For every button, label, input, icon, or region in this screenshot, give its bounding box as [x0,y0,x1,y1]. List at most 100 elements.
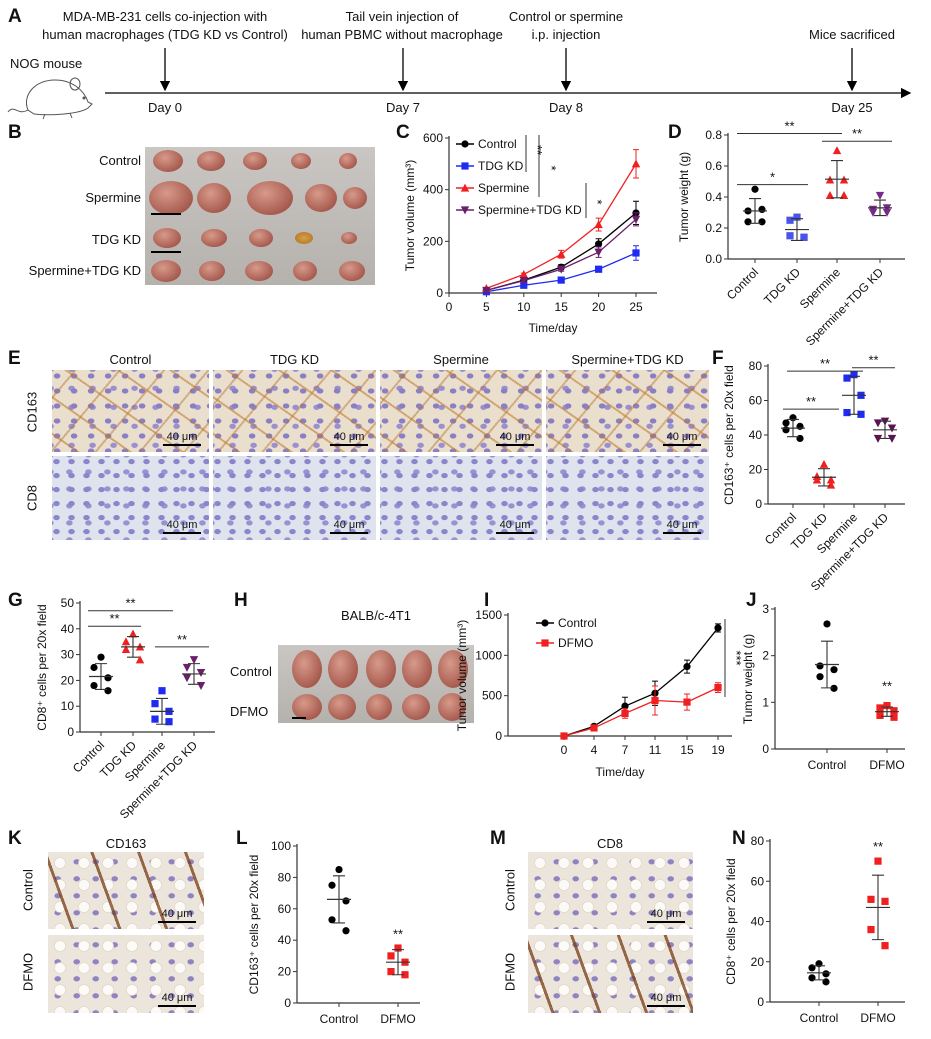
significance-label: ** [868,353,878,368]
legend-marker [461,140,469,148]
x-tick-label: 7 [622,743,629,757]
y-tick-label: 60 [751,874,765,888]
chart-l: 0 20 40 60 80 100 CD163⁺ cells per 20x field Co… [247,839,420,1026]
data-point [151,700,159,708]
data-point [782,426,790,434]
x-tick-label: Control [320,1012,359,1026]
group-control [327,865,351,935]
column-label: Control [109,352,152,367]
scale-bar [151,213,181,215]
day-label: Day 8 [549,100,583,115]
x-axis-label: Time/day [596,765,645,779]
y-tick-label: 0 [495,729,502,743]
chart-i: 0 500 1000 1500 Tumor volume (mm³) 0 4 7 11 15 19 T… [455,608,744,779]
group-spermine [842,371,866,418]
legend-label: Control [558,616,597,630]
tumor [366,650,396,688]
data-point [758,205,766,213]
panel-letter-l: L [236,828,248,849]
data-point [850,371,858,379]
data-point [825,191,835,200]
data-point [165,718,173,726]
data-point [876,711,884,719]
tumor [243,152,267,170]
group-control [807,960,831,986]
y-tick-label: 0 [67,725,74,739]
tumor [366,694,392,720]
significance-label: *** [729,650,744,665]
tumor [305,184,337,212]
data-point [800,233,808,241]
data-point [560,732,568,740]
data-point [557,265,566,274]
data-point [104,674,112,682]
chart-n: 0 20 40 60 80 CD8⁺ cells per 20x field Control… [724,834,905,1025]
y-tick-label: 80 [749,359,763,373]
y-tick-label: 1000 [475,648,502,662]
data-point [873,434,883,443]
scale-bar: 40 μm [330,431,368,446]
data-point [816,662,824,670]
significance-label: ** [393,927,403,942]
y-axis-label: CD163⁺ cells per 20x field [722,365,736,505]
ihc-image: 40 μm [213,456,376,540]
mouse-icon [7,77,93,120]
y-axis-label: CD8⁺ cells per 20x field [35,604,49,730]
group-spermine-tdg-kd [182,656,206,690]
photo-title: BALB/c-4T1 [340,608,412,623]
day-label: Day 0 [148,100,182,115]
ihc-image: 40 μm [380,370,542,452]
data-point [557,276,565,284]
panel-letter-m: M [490,828,506,849]
data-point [744,218,752,226]
x-tick-label: DFMO [380,1012,415,1026]
panel-letter-c: C [396,122,410,143]
x-tick-label: 0 [561,743,568,757]
data-point [189,656,199,665]
data-point [482,286,491,295]
tumor-photo-h [278,645,474,723]
data-point [90,681,98,690]
scale-bar-label: 40 μm [650,992,682,1004]
x-tick-label: 19 [711,743,725,757]
data-point [90,663,98,672]
tumor [328,650,358,688]
legend-label: Spermine+TDG KD [478,203,582,217]
scale-bar: 40 μm [647,908,685,923]
scale-bar: 40 μm [163,431,201,446]
data-point [819,459,829,468]
data-point [830,666,838,674]
data-point [793,213,801,221]
group-control [815,620,839,692]
event-text-line2: human PBMC without macrophage [301,27,503,42]
scale-bar: 40 μm [496,431,534,446]
significance-label: * [770,170,775,185]
scale-bar-label: 40 μm [161,908,193,920]
y-tick-label: 40 [61,622,75,636]
row-label: Control [99,153,141,168]
y-tick-label: 0.2 [705,221,722,235]
data-point [632,249,640,257]
host-label: NOG mouse [10,56,83,71]
tumor [341,232,357,244]
x-tick-label: 15 [680,743,694,757]
legend-marker [460,206,470,215]
significance-label: ** [806,394,816,409]
data-point [328,916,336,924]
data-point [882,208,892,217]
tumor [291,153,311,169]
data-point [758,218,766,226]
significance-label: ** [882,679,892,694]
tumor-photo-b [145,147,375,285]
x-tick-label: 5 [483,300,490,314]
data-point [823,620,831,628]
tumor [328,694,356,720]
data-point [868,208,878,217]
data-point [786,232,794,240]
ihc-image-k-control: 40 μm [48,852,204,929]
scale-bar: 40 μm [330,519,368,534]
significance-label: ** [820,356,830,371]
data-point [796,422,804,430]
data-point [135,655,145,664]
